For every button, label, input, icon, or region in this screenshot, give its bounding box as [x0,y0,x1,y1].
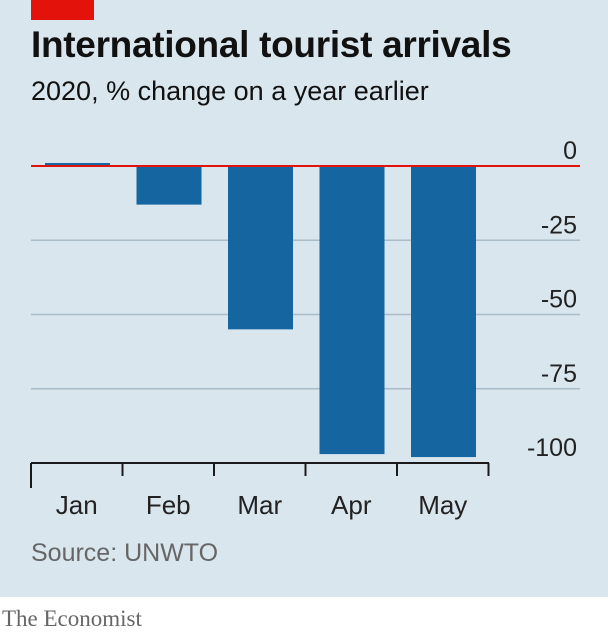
x-tick-label: Mar [237,490,282,520]
bar-apr [319,166,385,455]
y-tick-label: -100 [527,434,577,462]
x-tick-label: May [418,490,467,520]
chart-subtitle: 2020, % change on a year earlier [31,76,429,106]
bar-chart: 0 -25 -50 -75 -100 Jan Feb Mar Apr May [30,137,580,520]
grid-lines [31,239,580,390]
x-tick-label: Feb [146,490,191,520]
y-tick-label: 0 [563,137,577,165]
chart-title: International tourist arrivals [31,24,512,65]
y-tick-label: -75 [541,360,577,388]
x-axis: Jan Feb Mar Apr May [30,462,490,520]
y-tick-label: -50 [541,286,577,314]
brand-logo: The Economist [2,606,142,631]
bar-mar [228,166,293,330]
source-note: Source: UNWTO [31,539,219,567]
bar-feb [136,166,202,205]
x-tick-label: Apr [331,490,372,520]
brand-red-tag [31,0,94,20]
x-tick-label: Jan [56,490,98,520]
bar-jan [45,163,110,166]
chart-panel: International tourist arrivals 2020, % c… [0,0,608,597]
y-tick-label: -25 [541,211,577,239]
bars [45,163,476,458]
bar-may [411,166,476,458]
y-tick-labels: 0 -25 -50 -75 -100 [527,137,577,462]
